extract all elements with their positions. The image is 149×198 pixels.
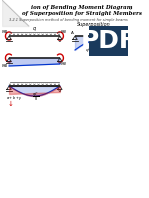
Text: $\frac{q\ell^2}{8}$: $\frac{q\ell^2}{8}$	[32, 90, 40, 103]
Polygon shape	[2, 0, 29, 26]
Text: $\frac{\ell}{k}$: $\frac{\ell}{k}$	[93, 46, 97, 56]
Text: of Superposition for Straight Members: of Superposition for Straight Members	[22, 10, 142, 15]
Text: A: A	[71, 31, 74, 35]
Text: Superposition: Superposition	[77, 22, 111, 27]
Text: PDF: PDF	[81, 29, 137, 53]
Text: $M_B$: $M_B$	[60, 60, 68, 68]
Text: $M_A$: $M_A$	[1, 62, 8, 70]
Text: $a+b+y$: $a+b+y$	[6, 94, 23, 102]
Text: $M_A$: $M_A$	[1, 28, 8, 36]
Text: $\downarrow$: $\downarrow$	[6, 99, 14, 108]
Text: 3.2.1 Superposition method of bending moment for simple beams: 3.2.1 Superposition method of bending mo…	[9, 18, 128, 22]
Bar	[89, 26, 128, 56]
Text: $q'$: $q'$	[85, 47, 90, 55]
Text: $M_B$: $M_B$	[109, 39, 117, 47]
Text: 1: 1	[128, 6, 131, 11]
Text: q: q	[33, 26, 36, 31]
Text: ion of Bending Moment Diagram: ion of Bending Moment Diagram	[31, 5, 133, 10]
Text: B: B	[109, 31, 112, 35]
Text: $M_B$: $M_B$	[60, 28, 68, 36]
Polygon shape	[9, 58, 60, 66]
